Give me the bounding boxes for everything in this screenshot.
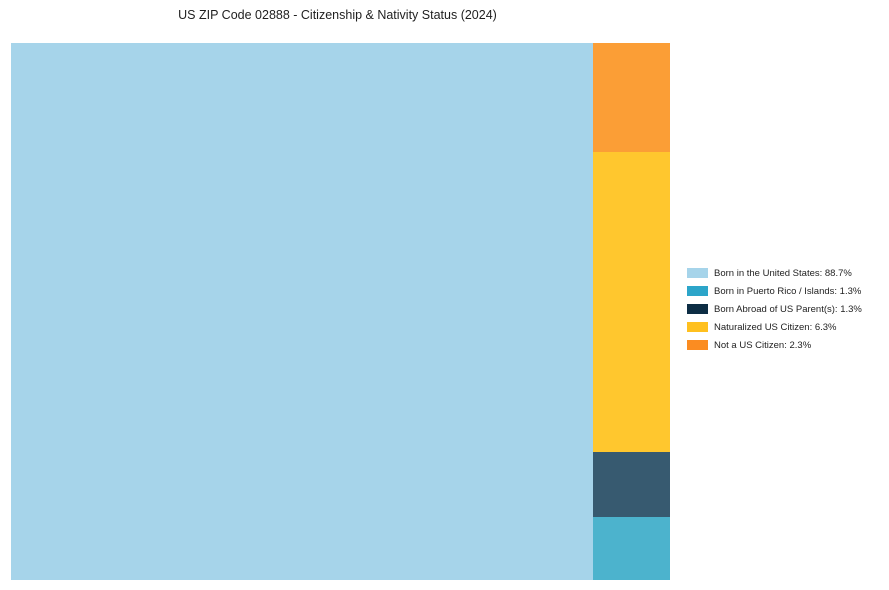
chart-legend: Born in the United States: 88.7% Born in … [687,264,883,354]
legend-item-label: Born Abroad of US Parent(s): 1.3% [714,303,862,315]
treemap-tile[interactable] [593,152,670,452]
chart-title: US ZIP Code 02888 - Citizenship & Nativi… [178,8,497,22]
legend-item-label: Naturalized US Citizen: 6.3% [714,321,837,333]
treemap-plot-area [11,43,670,580]
legend-item[interactable]: Born in the United States: 88.7% [687,264,883,282]
treemap-tile[interactable] [593,516,670,580]
treemap-tile[interactable] [593,451,670,517]
legend-item-label: Not a US Citizen: 2.3% [714,339,812,351]
legend-item-label: Born in Puerto Rico / Islands: 1.3% [714,285,862,297]
legend-item[interactable]: Born in Puerto Rico / Islands: 1.3% [687,282,883,300]
legend-item[interactable]: Not a US Citizen: 2.3% [687,336,883,354]
legend-swatch-icon [687,268,708,278]
treemap-tile[interactable] [11,43,594,580]
legend-item[interactable]: Naturalized US Citizen: 6.3% [687,318,883,336]
legend-swatch-icon [687,304,708,314]
legend-swatch-icon [687,322,708,332]
treemap-tile[interactable] [593,43,670,152]
legend-swatch-icon [687,286,708,296]
legend-item[interactable]: Born Abroad of US Parent(s): 1.3% [687,300,883,318]
legend-swatch-icon [687,340,708,350]
legend-item-label: Born in the United States: 88.7% [714,267,852,279]
